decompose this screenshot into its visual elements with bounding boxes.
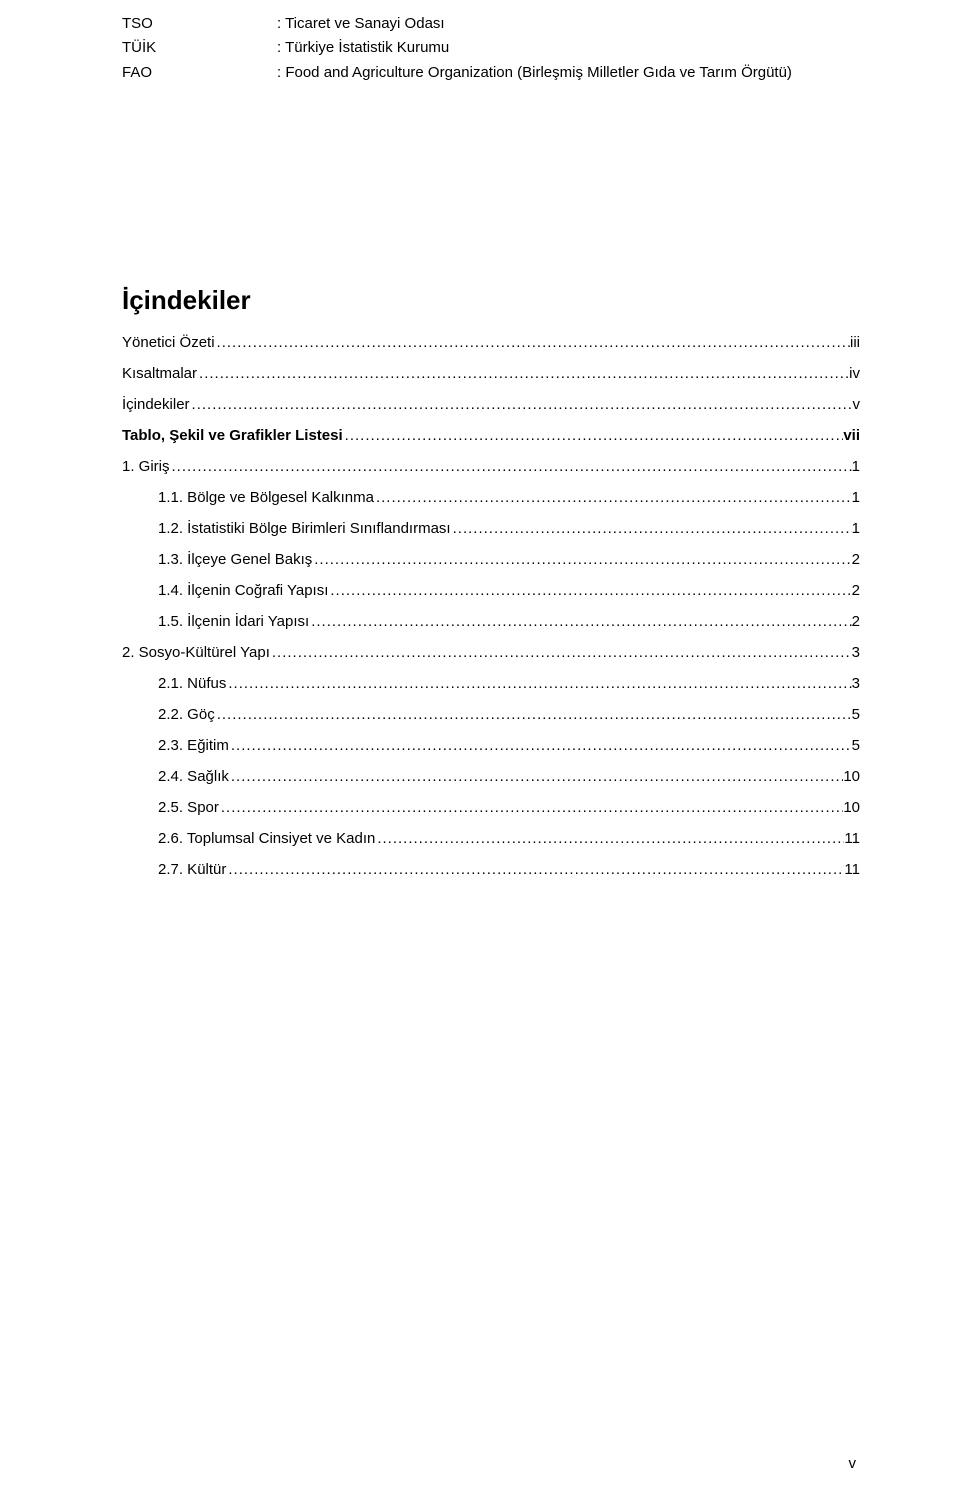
toc-page: 11 bbox=[844, 861, 860, 878]
toc-leader: ........................................… bbox=[312, 551, 851, 568]
toc-page: vii bbox=[843, 427, 860, 444]
toc-label: 2. Sosyo-Kültürel Yapı bbox=[122, 644, 270, 661]
toc-page: 10 bbox=[843, 768, 860, 785]
abbrev-val: : Food and Agriculture Organization (Bir… bbox=[277, 61, 860, 85]
toc-entry: İçindekiler ............................… bbox=[122, 396, 860, 413]
toc-leader: ........................................… bbox=[375, 830, 844, 847]
toc-entry: 2.4. Sağlık ............................… bbox=[122, 768, 860, 785]
abbrev-row: TÜİK : Türkiye İstatistik Kurumu bbox=[122, 36, 860, 60]
toc-title: İçindekiler bbox=[122, 285, 860, 316]
toc-entry: 2.1. Nüfus .............................… bbox=[122, 675, 860, 692]
toc-page: 3 bbox=[852, 644, 860, 661]
toc-leader: ........................................… bbox=[309, 613, 851, 630]
toc-entry: 2.5. Spor ..............................… bbox=[122, 799, 860, 816]
toc-label: 2.7. Kültür bbox=[158, 861, 226, 878]
toc-leader: ........................................… bbox=[215, 706, 852, 723]
toc-entry: 1.2. İstatistiki Bölge Birimleri Sınıfla… bbox=[122, 520, 860, 537]
toc-page: 2 bbox=[852, 613, 860, 630]
toc-entry: 1.4. İlçenin Coğrafi Yapısı ............… bbox=[122, 582, 860, 599]
toc-page: 3 bbox=[852, 675, 860, 692]
toc-page: 10 bbox=[843, 799, 860, 816]
toc-entry: Kısaltmalar ............................… bbox=[122, 365, 860, 382]
toc-page: 5 bbox=[852, 737, 860, 754]
abbrev-key: TÜİK bbox=[122, 36, 277, 60]
toc-leader: ........................................… bbox=[343, 427, 844, 444]
toc-label: 1.2. İstatistiki Bölge Birimleri Sınıfla… bbox=[158, 520, 451, 537]
toc-entry: 2.3. Eğitim ............................… bbox=[122, 737, 860, 754]
toc-list: Yönetici Özeti .........................… bbox=[122, 334, 860, 878]
toc-entry: 2.2. Göç ...............................… bbox=[122, 706, 860, 723]
toc-page: 2 bbox=[852, 551, 860, 568]
toc-leader: ........................................… bbox=[229, 768, 843, 785]
abbrev-row: TSO : Ticaret ve Sanayi Odası bbox=[122, 12, 860, 36]
toc-entry: Tablo, Şekil ve Grafikler Listesi ......… bbox=[122, 427, 860, 444]
toc-label: 2.6. Toplumsal Cinsiyet ve Kadın bbox=[158, 830, 375, 847]
toc-entry: 1.5. İlçenin İdari Yapısı ..............… bbox=[122, 613, 860, 630]
page-number: v bbox=[849, 1455, 857, 1472]
toc-leader: ........................................… bbox=[451, 520, 852, 537]
toc-page: v bbox=[853, 396, 861, 413]
abbrev-key: FAO bbox=[122, 61, 277, 85]
toc-entry: 1.1. Bölge ve Bölgesel Kalkınma ........… bbox=[122, 489, 860, 506]
toc-label: Kısaltmalar bbox=[122, 365, 197, 382]
toc-page: 1 bbox=[852, 520, 860, 537]
toc-entry: 2.6. Toplumsal Cinsiyet ve Kadın .......… bbox=[122, 830, 860, 847]
toc-leader: ........................................… bbox=[226, 861, 844, 878]
toc-leader: ........................................… bbox=[219, 799, 843, 816]
toc-entry: 1.3. İlçeye Genel Bakış ................… bbox=[122, 551, 860, 568]
toc-page: iii bbox=[850, 334, 860, 351]
toc-entry: Yönetici Özeti .........................… bbox=[122, 334, 860, 351]
toc-label: 2.4. Sağlık bbox=[158, 768, 229, 785]
toc-label: 1.4. İlçenin Coğrafi Yapısı bbox=[158, 582, 328, 599]
abbrev-val: : Ticaret ve Sanayi Odası bbox=[277, 12, 860, 36]
toc-entry: 1. Giriş ...............................… bbox=[122, 458, 860, 475]
toc-entry: 2.7. Kültür ............................… bbox=[122, 861, 860, 878]
toc-leader: ........................................… bbox=[215, 334, 850, 351]
toc-label: 1.3. İlçeye Genel Bakış bbox=[158, 551, 312, 568]
toc-page: 5 bbox=[852, 706, 860, 723]
toc-label: İçindekiler bbox=[122, 396, 190, 413]
toc-entry: 2. Sosyo-Kültürel Yapı .................… bbox=[122, 644, 860, 661]
toc-leader: ........................................… bbox=[226, 675, 851, 692]
toc-leader: ........................................… bbox=[374, 489, 852, 506]
toc-label: Tablo, Şekil ve Grafikler Listesi bbox=[122, 427, 343, 444]
toc-label: 2.3. Eğitim bbox=[158, 737, 229, 754]
toc-label: 1. Giriş bbox=[122, 458, 170, 475]
abbrev-row: FAO : Food and Agriculture Organization … bbox=[122, 61, 860, 85]
toc-label: 2.1. Nüfus bbox=[158, 675, 226, 692]
toc-page: 1 bbox=[852, 458, 860, 475]
toc-leader: ........................................… bbox=[328, 582, 851, 599]
toc-label: 1.1. Bölge ve Bölgesel Kalkınma bbox=[158, 489, 374, 506]
toc-leader: ........................................… bbox=[197, 365, 849, 382]
toc-page: 11 bbox=[844, 830, 860, 847]
abbreviations-block: TSO : Ticaret ve Sanayi Odası TÜİK : Tür… bbox=[122, 12, 860, 85]
toc-label: 2.5. Spor bbox=[158, 799, 219, 816]
toc-leader: ........................................… bbox=[229, 737, 852, 754]
toc-page: 2 bbox=[852, 582, 860, 599]
toc-leader: ........................................… bbox=[170, 458, 852, 475]
toc-label: 2.2. Göç bbox=[158, 706, 215, 723]
toc-page: iv bbox=[849, 365, 860, 382]
abbrev-key: TSO bbox=[122, 12, 277, 36]
toc-label: Yönetici Özeti bbox=[122, 334, 215, 351]
toc-label: 1.5. İlçenin İdari Yapısı bbox=[158, 613, 309, 630]
toc-page: 1 bbox=[852, 489, 860, 506]
abbrev-val: : Türkiye İstatistik Kurumu bbox=[277, 36, 860, 60]
toc-leader: ........................................… bbox=[270, 644, 852, 661]
toc-leader: ........................................… bbox=[190, 396, 853, 413]
